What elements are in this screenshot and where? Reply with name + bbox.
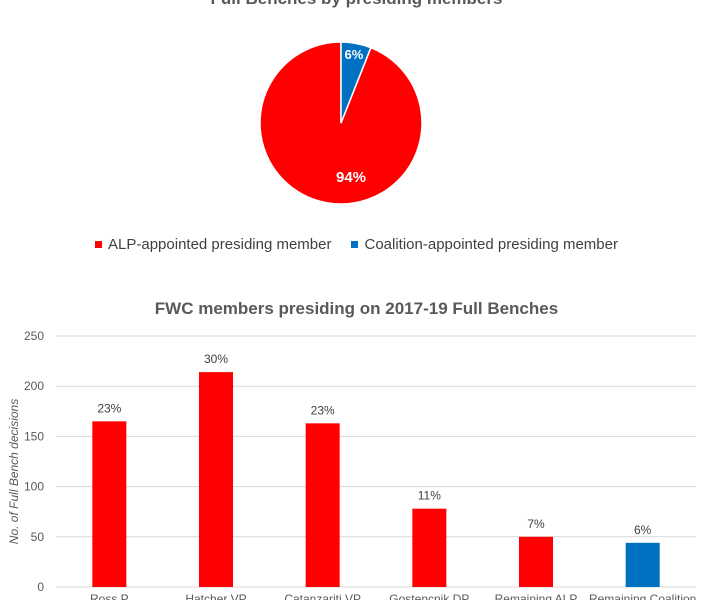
legend-label-coalition: Coalition-appointed presiding member [364,236,618,253]
bar-data-label-4: 7% [527,517,545,531]
bar-data-label-5: 6% [634,523,652,537]
x-tick-label-2: Catanzariti VP [284,592,361,600]
bar-2 [305,423,340,587]
x-tick-label-1: Hatcher VP [185,592,246,600]
y-tick-label-2: 100 [24,480,44,494]
bar-3 [412,508,447,587]
pie-slice-1 [340,41,372,124]
bar-4 [519,536,553,587]
y-tick-label-4: 200 [24,379,44,393]
y-tick-label-3: 150 [24,429,44,443]
bar-5 [625,542,660,587]
pie-data-label-0: 94% [336,169,366,186]
x-tick-label-4: Remaining ALP [495,592,578,600]
bar-data-label-2: 23% [311,403,335,417]
bar-data-label-0: 23% [97,401,121,415]
y-tick-label-0: 0 [37,580,44,594]
bar-data-label-3: 11% [418,489,441,503]
pie-data-label-1: 6% [345,47,364,62]
y-axis-label: No. of Full Bench decisions [7,399,21,544]
bar-data-label-1: 30% [204,352,228,366]
pie-chart-title: Full Benches by presiding members [0,0,713,9]
legend-item-alp: ALP-appointed presiding member [95,236,331,253]
legend-swatch-coalition [351,241,359,248]
y-tick-label-1: 50 [31,530,45,544]
y-tick-label-5: 250 [24,329,44,343]
x-tick-label-0: Ross P [90,592,129,600]
bar-0 [92,421,127,587]
pie-legend: ALP-appointed presiding member Coalition… [0,236,713,253]
legend-item-coalition: Coalition-appointed presiding member [351,236,618,253]
legend-swatch-alp [95,241,103,248]
bar-1 [199,372,233,587]
x-tick-label-5: Remaining Coalition [589,592,696,600]
x-tick-label-3: Gostencnik DP [389,592,469,600]
bar-chart-title: FWC members presiding on 2017-19 Full Be… [154,299,559,318]
legend-label-alp: ALP-appointed presiding member [108,236,332,253]
